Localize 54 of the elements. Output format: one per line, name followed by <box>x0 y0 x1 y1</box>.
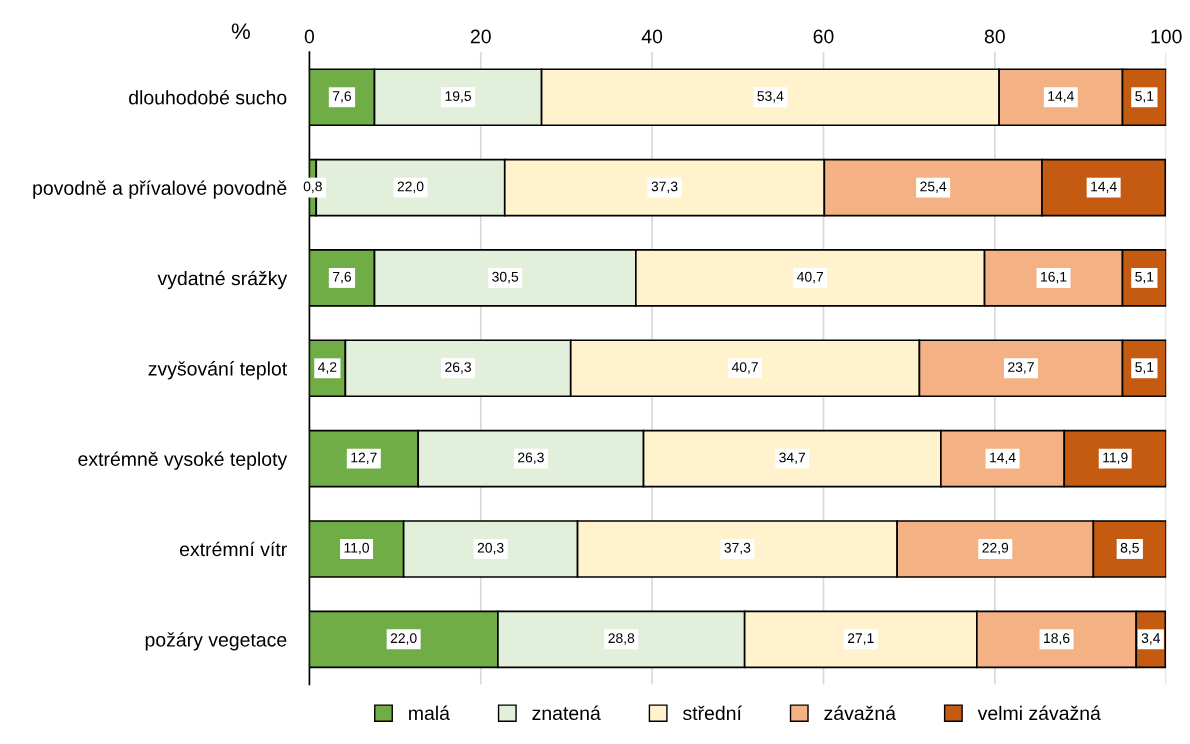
data-label: 30,5 <box>492 271 519 284</box>
data-label: 11,9 <box>1103 452 1128 464</box>
data-label: 28,8 <box>608 633 635 645</box>
x-tick-label: 80 <box>984 29 1005 44</box>
data-label: 7,6 <box>333 271 351 284</box>
data-label: 26,3 <box>518 452 544 464</box>
data-label: 14,4 <box>1048 91 1074 103</box>
x-tick-label: 40 <box>641 29 663 44</box>
x-tick-label: 100 <box>1151 29 1182 44</box>
legend-label: malá <box>409 705 450 721</box>
data-label: 5,1 <box>1135 91 1154 103</box>
x-tick-label: 20 <box>470 29 491 44</box>
data-label: 8,5 <box>1120 542 1139 555</box>
y-tick-label: extrémní vítr <box>179 541 287 557</box>
data-label: 18,6 <box>1044 633 1070 645</box>
data-label: 27,1 <box>847 633 874 645</box>
data-label: 5,1 <box>1135 362 1154 374</box>
legend-label: znatená <box>532 705 601 721</box>
legend-label: velmi závažná <box>977 705 1101 721</box>
data-label: 22,9 <box>982 542 1009 555</box>
data-label: 26,3 <box>445 362 471 374</box>
data-label: 22,0 <box>390 633 417 645</box>
data-label: 14,4 <box>990 452 1016 464</box>
data-label: 34,7 <box>779 452 806 464</box>
data-label: 40,7 <box>731 362 758 374</box>
data-label: 37,3 <box>724 542 751 555</box>
data-label: 4,2 <box>318 362 337 374</box>
data-label: 37,3 <box>651 181 678 193</box>
data-label: 11,0 <box>344 542 369 555</box>
y-tick-label: zvyšování teplot <box>148 361 288 380</box>
data-label: 53,4 <box>757 91 784 103</box>
data-label: 19,5 <box>445 91 471 103</box>
data-label: 3,4 <box>1141 633 1161 645</box>
data-label: 12,7 <box>351 452 377 464</box>
data-label: 20,3 <box>477 542 504 555</box>
y-tick-label: vydatné srážky <box>157 270 288 290</box>
data-label: 5,1 <box>1135 271 1154 284</box>
data-label: 22,0 <box>397 181 424 193</box>
data-label: 7,6 <box>333 91 351 103</box>
x-axis-title: % <box>231 23 250 39</box>
data-label: 40,7 <box>797 271 824 284</box>
legend-label: střední <box>683 705 742 721</box>
data-label: 0,8 <box>303 181 322 193</box>
data-label: 25,4 <box>920 181 947 193</box>
data-label: 23,7 <box>1008 362 1034 374</box>
y-tick-label: požáry vegetace <box>145 632 287 651</box>
x-tick-label: 0 <box>304 29 315 44</box>
y-tick-label: dlouhodobé sucho <box>129 89 287 105</box>
x-tick-label: 60 <box>813 29 834 44</box>
y-tick-label: extrémně vysoké teploty <box>78 451 288 470</box>
y-tick-label: povodně a přívalové povodně <box>33 180 287 199</box>
data-label: 14,4 <box>1091 181 1117 193</box>
legend-label: závažná <box>824 705 896 721</box>
data-label: 16,1 <box>1041 271 1067 284</box>
